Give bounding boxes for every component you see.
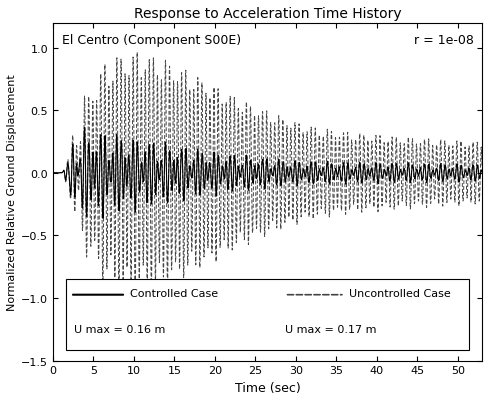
Uncontrolled Case [50, 171, 56, 176]
Controlled Case [465, 167, 470, 172]
Text: El Centro (Component S00E): El Centro (Component S00E) [61, 34, 240, 47]
Controlled Case [61, 169, 66, 174]
Controlled Case [100, 216, 106, 221]
Controlled Case [478, 170, 484, 175]
Uncontrolled Case [134, 51, 140, 55]
Text: r = 1e-08: r = 1e-08 [413, 34, 472, 47]
Uncontrolled Case [351, 188, 357, 193]
Uncontrolled Case [465, 154, 470, 159]
Controlled Case [370, 178, 376, 183]
Text: Controlled Case: Controlled Case [130, 288, 218, 298]
Uncontrolled Case [132, 296, 138, 301]
X-axis label: Time (sec): Time (sec) [234, 381, 300, 394]
Line: Controlled Case: Controlled Case [53, 128, 481, 219]
Text: U max = 0.16 m: U max = 0.16 m [74, 324, 165, 334]
Controlled Case [443, 176, 449, 180]
Line: Uncontrolled Case: Uncontrolled Case [53, 53, 481, 298]
Uncontrolled Case [443, 200, 449, 205]
Controlled Case [133, 165, 139, 170]
Y-axis label: Normalized Relative Ground Displacement: Normalized Relative Ground Displacement [7, 74, 17, 310]
Uncontrolled Case [133, 166, 139, 170]
Controlled Case [351, 172, 357, 177]
Uncontrolled Case [61, 169, 66, 174]
Title: Response to Acceleration Time History: Response to Acceleration Time History [133, 7, 401, 21]
Text: U max = 0.17 m: U max = 0.17 m [284, 324, 375, 334]
Uncontrolled Case [370, 202, 376, 207]
Bar [66, 280, 468, 350]
Controlled Case [81, 126, 87, 131]
Text: Uncontrolled Case: Uncontrolled Case [348, 288, 450, 298]
Uncontrolled Case [478, 164, 484, 169]
Controlled Case [50, 171, 56, 176]
